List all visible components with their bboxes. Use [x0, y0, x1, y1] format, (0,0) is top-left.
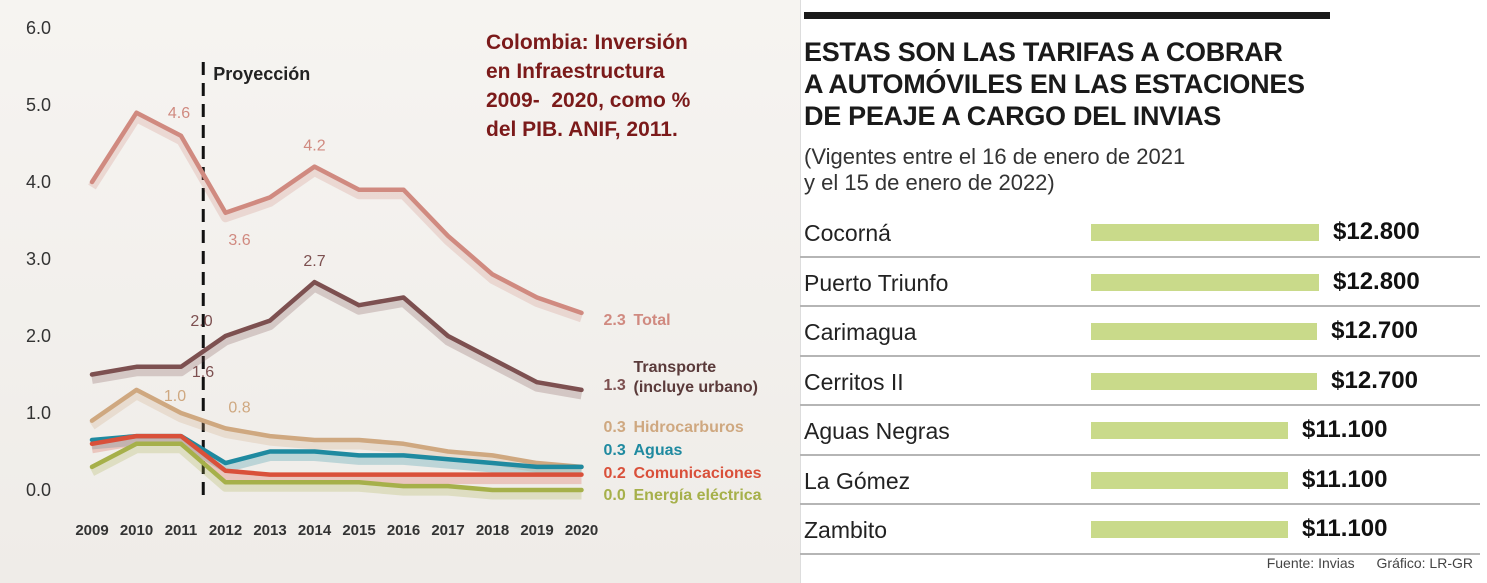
toll-station-name: Carimagua — [804, 319, 917, 345]
series-line-shadow — [91, 282, 583, 400]
series-line — [89, 279, 584, 393]
data-label: 0.8 — [228, 399, 250, 416]
series-end-value: 2.3 — [604, 312, 626, 329]
tariff-row: Puerto Triunfo $12.800 — [800, 258, 1480, 307]
credit-text: Gráfico: LR-GR — [1376, 555, 1473, 571]
tariff-row: Cocorná $12.800 — [800, 208, 1480, 258]
series-end-value: 0.0 — [604, 487, 626, 504]
series-name: Comunicaciones — [634, 465, 762, 482]
series-name: (incluye urbano) — [634, 379, 758, 396]
y-tick-label: 1.0 — [26, 403, 51, 423]
toll-tariffs-panel: ESTAS SON LAS TARIFAS A COBRAR A AUTOMÓV… — [800, 0, 1487, 583]
y-tick-label: 2.0 — [26, 326, 51, 346]
series-line-shadow — [91, 436, 582, 485]
series-line — [89, 387, 584, 470]
tariff-row: La Gómez $11.100 — [800, 456, 1480, 505]
series-name: Hidrocarburos — [634, 419, 744, 436]
subtitle-line: (Vigentes entre el 16 de enero de 2021 — [804, 144, 1186, 169]
toll-station-name: Zambito — [804, 517, 888, 543]
series-name: Total — [634, 312, 671, 329]
heading-line: ESTAS SON LAS TARIFAS A COBRAR — [804, 37, 1283, 67]
toll-station-name: Aguas Negras — [804, 418, 950, 444]
x-tick-label: 2013 — [253, 522, 286, 539]
chart-title-line: en Infraestructura — [486, 60, 665, 83]
series-line-shadow — [91, 436, 582, 477]
tariff-value: $12.800 — [1333, 218, 1420, 245]
tariff-bar — [1091, 372, 1318, 390]
chart-title: Colombia: Inversión en Infraestructura 2… — [486, 28, 786, 144]
y-tick-label: 0.0 — [26, 480, 51, 500]
tariffs-subtitle: (Vigentes entre el 16 de enero de 2021 y… — [804, 144, 1185, 196]
tariff-value: $12.700 — [1331, 317, 1418, 344]
tariff-value: $12.700 — [1331, 366, 1418, 394]
series-name: Aguas — [634, 442, 683, 459]
chart-title-line: del PIB. ANIF, 2011. — [486, 118, 678, 141]
tariff-bar — [1091, 273, 1319, 291]
heading-line: DE PEAJE A CARGO DEL INVIAS — [804, 101, 1221, 131]
x-tick-label: 2014 — [298, 522, 332, 539]
x-tick-label: 2012 — [209, 522, 242, 539]
series-end-value: 0.3 — [604, 442, 626, 459]
toll-station-name: La Gómez — [804, 467, 911, 494]
x-tick-label: 2016 — [387, 522, 420, 539]
investment-chart-panel: 0.0 1.0 2.0 3.0 4.0 5.0 6.0 2009 2010 2011 2012 20… — [0, 0, 801, 583]
tariff-bar — [1091, 224, 1319, 241]
tariff-row: Zambito $11.100 — [800, 505, 1480, 555]
toll-station-name: Cerritos II — [804, 368, 904, 395]
data-label: 1.0 — [164, 388, 186, 405]
series-line-shadow — [89, 444, 582, 500]
data-label: 2.0 — [190, 313, 212, 330]
tariff-value: $11.100 — [1302, 515, 1388, 542]
subtitle-line: y el 15 de enero de 2022) — [804, 170, 1055, 195]
chart-title-line: Colombia: Inversión — [486, 31, 688, 54]
toll-station-name: Cocorná — [804, 220, 891, 246]
x-tick-label: 2010 — [120, 522, 153, 539]
series-name: Energía eléctrica — [634, 487, 762, 504]
series-end-value: 1.3 — [604, 377, 626, 394]
series-end-value: 0.3 — [604, 419, 626, 436]
data-label: 4.2 — [303, 138, 325, 155]
toll-station-name: Puerto Triunfo — [804, 269, 949, 296]
projection-label: Proyección — [213, 64, 310, 84]
x-tick-label: 2011 — [165, 522, 198, 539]
tariff-list: Cocorná $12.800 Puerto Triunfo $12.800 Carim… — [800, 208, 1480, 555]
heading-line: A AUTOMÓVILES EN LAS ESTACIONES — [804, 69, 1305, 99]
tariff-value: $11.100 — [1302, 416, 1388, 443]
tariff-bar — [1091, 422, 1288, 439]
tariff-bar — [1091, 471, 1288, 489]
chart-title-line: 2009- 2020, como % — [486, 89, 691, 112]
tariff-value: $12.800 — [1333, 267, 1420, 295]
y-tick-label: 4.0 — [26, 172, 51, 192]
tariff-row: Aguas Negras $11.100 — [800, 406, 1480, 456]
data-label: 2.7 — [303, 253, 325, 270]
data-label: 3.6 — [228, 232, 250, 249]
tariffs-heading: ESTAS SON LAS TARIFAS A COBRAR A AUTOMÓV… — [804, 36, 1305, 132]
series-line-shadow — [88, 113, 583, 323]
credits: Fuente: Invias Gráfico: LR-GR — [1249, 555, 1473, 571]
source-text: Fuente: Invias — [1266, 555, 1355, 571]
tariff-bar — [1091, 521, 1288, 538]
y-tick-label: 3.0 — [26, 249, 51, 269]
series-line — [89, 110, 584, 316]
data-label: 1.6 — [192, 364, 214, 381]
x-tick-label: 2018 — [476, 522, 509, 539]
y-tick-label: 5.0 — [26, 95, 51, 115]
tariff-bar — [1091, 323, 1318, 340]
investment-line-chart: 0.0 1.0 2.0 3.0 4.0 5.0 6.0 2009 2010 2011 2012 20… — [26, 18, 762, 539]
data-label: 4.6 — [168, 105, 190, 122]
series-line — [89, 441, 584, 493]
x-tick-label: 2009 — [75, 522, 108, 539]
tariff-row: Cerritos II $12.700 — [800, 357, 1480, 406]
tariff-value: $11.100 — [1302, 465, 1388, 493]
x-tick-label: 2020 — [565, 522, 598, 539]
series-end-value: 0.2 — [604, 465, 626, 482]
series-name: Transporte — [634, 359, 717, 376]
x-tick-label: 2015 — [342, 522, 375, 539]
y-tick-label: 6.0 — [26, 18, 51, 38]
series-line — [89, 433, 584, 477]
tariff-row: Carimagua $12.700 — [800, 307, 1480, 357]
top-rule — [804, 12, 1330, 19]
x-tick-label: 2017 — [431, 522, 464, 539]
x-tick-label: 2019 — [520, 522, 553, 539]
